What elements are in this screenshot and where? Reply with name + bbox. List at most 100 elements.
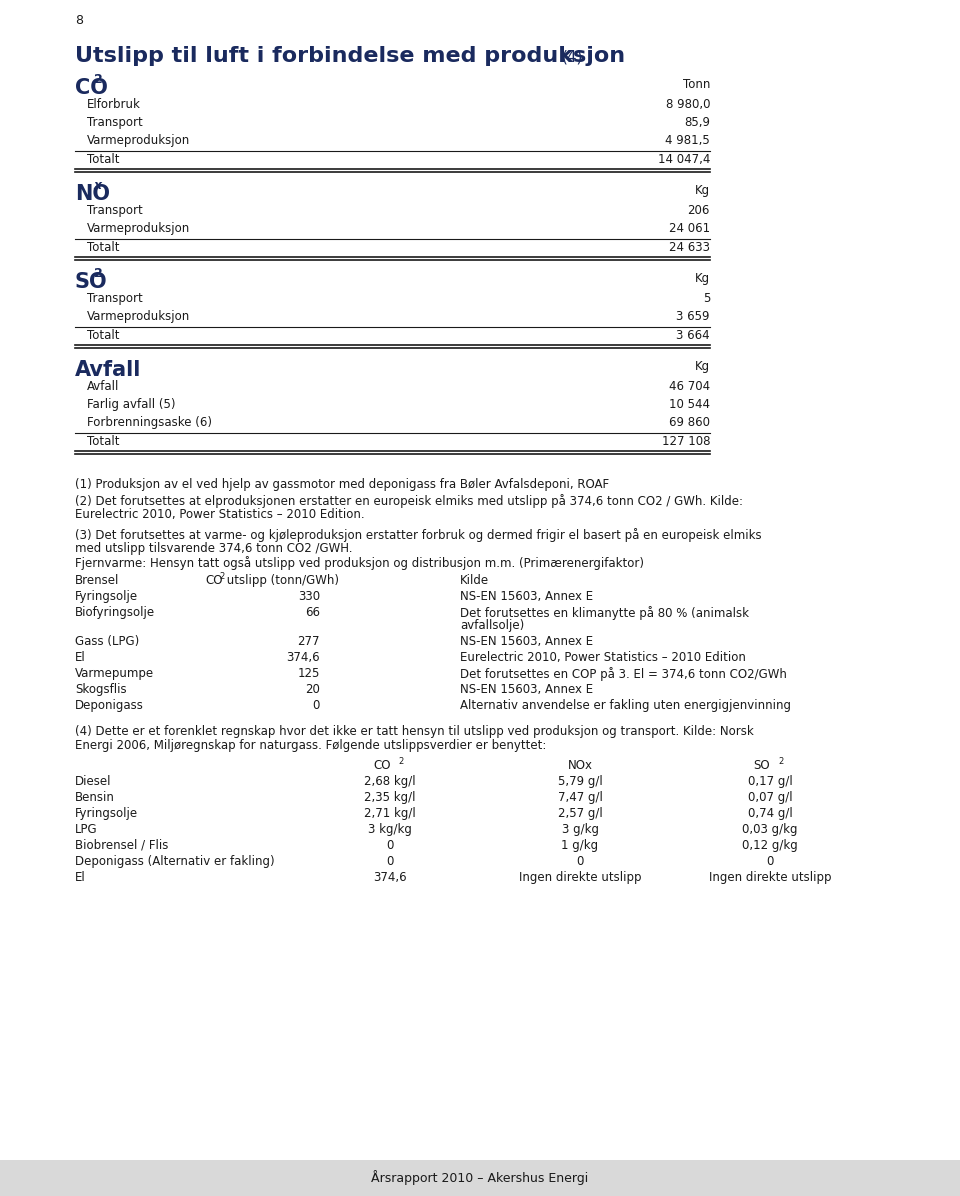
Text: 0,03 g/kg: 0,03 g/kg: [742, 823, 798, 836]
Text: 1 g/kg: 1 g/kg: [562, 840, 599, 852]
Text: Brensel: Brensel: [75, 574, 119, 587]
Text: 206: 206: [687, 205, 710, 216]
Text: 2,57 g/l: 2,57 g/l: [558, 807, 602, 820]
Text: Det forutsettes en COP på 3. El = 374,6 tonn CO2/GWh: Det forutsettes en COP på 3. El = 374,6 …: [460, 667, 787, 681]
Text: 0: 0: [766, 855, 774, 868]
Text: Kg: Kg: [695, 184, 710, 197]
Text: CO: CO: [205, 574, 223, 587]
Text: LPG: LPG: [75, 823, 98, 836]
Text: 8: 8: [75, 14, 83, 28]
Text: Det forutsettes en klimanytte på 80 % (animalsk: Det forutsettes en klimanytte på 80 % (a…: [460, 606, 749, 620]
Text: 3 659: 3 659: [677, 310, 710, 323]
Text: 3 g/kg: 3 g/kg: [562, 823, 598, 836]
Text: 8 980,0: 8 980,0: [665, 98, 710, 111]
Text: El: El: [75, 871, 85, 884]
Text: 0: 0: [386, 855, 394, 868]
Text: 7,47 g/l: 7,47 g/l: [558, 791, 603, 804]
Text: NS-EN 15603, Annex E: NS-EN 15603, Annex E: [460, 635, 593, 648]
Text: 20: 20: [305, 683, 320, 696]
Text: Totalt: Totalt: [87, 435, 119, 448]
Text: 0,07 g/l: 0,07 g/l: [748, 791, 792, 804]
Text: 24 061: 24 061: [669, 222, 710, 234]
Text: 66: 66: [305, 606, 320, 620]
Text: 374,6: 374,6: [373, 871, 407, 884]
Text: 0: 0: [386, 840, 394, 852]
Text: Fjernvarme: Hensyn tatt også utslipp ved produksjon og distribusjon m.m. (Primær: Fjernvarme: Hensyn tatt også utslipp ved…: [75, 556, 644, 570]
Text: 3 664: 3 664: [677, 329, 710, 342]
Text: Biofyringsolje: Biofyringsolje: [75, 606, 156, 620]
Text: 69 860: 69 860: [669, 416, 710, 429]
Text: El: El: [75, 651, 85, 664]
Text: Bensin: Bensin: [75, 791, 115, 804]
Text: 14 047,4: 14 047,4: [658, 153, 710, 166]
Text: 0,17 g/l: 0,17 g/l: [748, 775, 792, 788]
Text: Transport: Transport: [87, 292, 143, 305]
Text: med utslipp tilsvarende 374,6 tonn CO2 /GWH.: med utslipp tilsvarende 374,6 tonn CO2 /…: [75, 542, 352, 555]
Text: Kg: Kg: [695, 360, 710, 373]
Text: CO: CO: [75, 78, 108, 98]
Text: Totalt: Totalt: [87, 242, 119, 254]
Text: Eurelectric 2010, Power Statistics – 2010 Edition.: Eurelectric 2010, Power Statistics – 201…: [75, 508, 365, 521]
Text: Elforbruk: Elforbruk: [87, 98, 141, 111]
Text: 46 704: 46 704: [669, 380, 710, 393]
Text: Fyringsolje: Fyringsolje: [75, 807, 138, 820]
Text: 2: 2: [93, 73, 103, 86]
Text: SO: SO: [754, 759, 770, 771]
Text: Varmeproduksjon: Varmeproduksjon: [87, 134, 190, 147]
Text: 2: 2: [778, 757, 783, 765]
Text: Eurelectric 2010, Power Statistics – 2010 Edition: Eurelectric 2010, Power Statistics – 201…: [460, 651, 746, 664]
Text: SO: SO: [75, 271, 108, 292]
Text: avfallsolje): avfallsolje): [460, 620, 524, 631]
Text: 2: 2: [398, 757, 403, 765]
Text: 330: 330: [298, 590, 320, 603]
Text: 2,35 kg/l: 2,35 kg/l: [364, 791, 416, 804]
Text: Alternativ anvendelse er fakling uten energigjenvinning: Alternativ anvendelse er fakling uten en…: [460, 698, 791, 712]
Text: 125: 125: [298, 667, 320, 681]
Text: Gass (LPG): Gass (LPG): [75, 635, 139, 648]
Text: Tonn: Tonn: [683, 78, 710, 91]
Text: Ingen direkte utslipp: Ingen direkte utslipp: [518, 871, 641, 884]
Text: Totalt: Totalt: [87, 153, 119, 166]
Text: Deponigass (Alternativ er fakling): Deponigass (Alternativ er fakling): [75, 855, 275, 868]
Text: 127 108: 127 108: [661, 435, 710, 448]
Text: Varmepumpe: Varmepumpe: [75, 667, 155, 681]
Text: Totalt: Totalt: [87, 329, 119, 342]
Text: Energi 2006, Miljøregnskap for naturgass. Følgende utslippsverdier er benyttet:: Energi 2006, Miljøregnskap for naturgass…: [75, 739, 546, 752]
Text: NS-EN 15603, Annex E: NS-EN 15603, Annex E: [460, 683, 593, 696]
Text: Avfall: Avfall: [87, 380, 119, 393]
Text: Varmeproduksjon: Varmeproduksjon: [87, 310, 190, 323]
Text: Kilde: Kilde: [460, 574, 490, 587]
Text: 2,71 kg/l: 2,71 kg/l: [364, 807, 416, 820]
Text: (1) Produksjon av el ved hjelp av gassmotor med deponigass fra Bøler Avfalsdepon: (1) Produksjon av el ved hjelp av gassmo…: [75, 478, 610, 492]
Text: Diesel: Diesel: [75, 775, 111, 788]
Text: NO: NO: [75, 184, 110, 205]
Text: Biobrensel / Flis: Biobrensel / Flis: [75, 840, 168, 852]
Text: Forbrenningsaske (6): Forbrenningsaske (6): [87, 416, 212, 429]
Text: (4) Dette er et forenklet regnskap hvor det ikke er tatt hensyn til utslipp ved : (4) Dette er et forenklet regnskap hvor …: [75, 725, 754, 738]
Text: utslipp (tonn/GWh): utslipp (tonn/GWh): [223, 574, 339, 587]
Text: CO: CO: [373, 759, 391, 771]
Text: (2) Det forutsettes at elproduksjonen erstatter en europeisk elmiks med utslipp : (2) Det forutsettes at elproduksjonen er…: [75, 494, 743, 508]
Text: NS-EN 15603, Annex E: NS-EN 15603, Annex E: [460, 590, 593, 603]
Text: 277: 277: [298, 635, 320, 648]
Text: x: x: [93, 179, 102, 193]
Text: 0: 0: [313, 698, 320, 712]
Text: Skogsflis: Skogsflis: [75, 683, 127, 696]
Text: 24 633: 24 633: [669, 242, 710, 254]
Text: Fyringsolje: Fyringsolje: [75, 590, 138, 603]
Text: 85,9: 85,9: [684, 116, 710, 129]
Text: (3) Det forutsettes at varme- og kjøleproduksjon erstatter forbruk og dermed fri: (3) Det forutsettes at varme- og kjølepr…: [75, 527, 761, 542]
Text: Utslipp til luft i forbindelse med produksjon: Utslipp til luft i forbindelse med produ…: [75, 45, 625, 66]
Text: (4): (4): [562, 50, 584, 65]
Text: Farlig avfall (5): Farlig avfall (5): [87, 398, 176, 411]
Text: 374,6: 374,6: [286, 651, 320, 664]
Text: Ingen direkte utslipp: Ingen direkte utslipp: [708, 871, 831, 884]
Text: 0: 0: [576, 855, 584, 868]
Text: 10 544: 10 544: [669, 398, 710, 411]
Text: Kg: Kg: [695, 271, 710, 285]
Text: NOx: NOx: [567, 759, 592, 771]
Text: 0,12 g/kg: 0,12 g/kg: [742, 840, 798, 852]
Text: 5: 5: [703, 292, 710, 305]
Text: Deponigass: Deponigass: [75, 698, 144, 712]
Text: Transport: Transport: [87, 116, 143, 129]
